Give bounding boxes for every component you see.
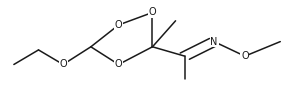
Text: O: O [115,20,122,30]
Text: O: O [115,59,122,69]
Text: O: O [149,7,156,17]
Text: O: O [241,51,249,61]
Text: O: O [59,59,67,69]
Text: N: N [210,37,218,47]
